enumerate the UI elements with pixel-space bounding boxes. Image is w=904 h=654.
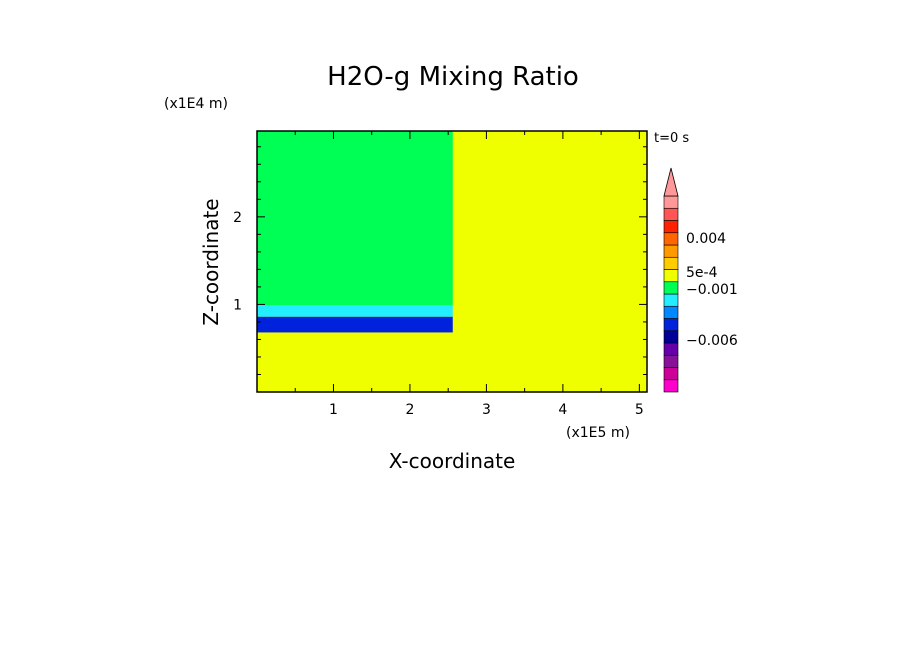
colorbar-swatch xyxy=(663,379,679,393)
colorbar-swatch xyxy=(663,354,679,368)
colorbar-swatch xyxy=(663,305,679,319)
time-label: t=0 s xyxy=(654,131,689,146)
colorbar-swatch xyxy=(663,330,679,344)
colorbar-swatch xyxy=(663,244,679,258)
colorbar-swatch xyxy=(663,342,679,356)
colorbar-label: 0.004 xyxy=(686,231,726,247)
colorbar-swatch xyxy=(663,220,679,234)
x-multiplier-label: (x1E5 m) xyxy=(566,425,630,441)
colorbar-swatch xyxy=(663,256,679,270)
colorbar-swatch xyxy=(663,269,679,283)
colorbar-label: −0.006 xyxy=(686,333,738,349)
colorbar-extend-arrow xyxy=(663,167,679,197)
x-tick-label: 5 xyxy=(635,402,644,418)
x-tick-label: 1 xyxy=(329,402,338,418)
y-tick-label: 1 xyxy=(233,297,242,313)
colorbar-label: −0.001 xyxy=(686,282,738,298)
colorbar-swatch xyxy=(663,367,679,381)
x-tick-label: 2 xyxy=(405,402,414,418)
plot-area xyxy=(256,130,648,393)
y-multiplier-label: (x1E4 m) xyxy=(164,96,228,112)
x-tick-label: 3 xyxy=(482,402,491,418)
contour-region-0 xyxy=(257,316,453,333)
colorbar-swatch xyxy=(663,318,679,332)
colorbar-label: 5e-4 xyxy=(686,265,718,281)
colorbar-swatch xyxy=(663,207,679,221)
plot-frame xyxy=(256,130,648,393)
y-axis: 12 xyxy=(233,146,647,375)
colorbar-swatch xyxy=(663,232,679,246)
contour-region-2 xyxy=(257,131,453,306)
y-axis-label: Z-coordinate xyxy=(199,198,223,325)
contour-region-1 xyxy=(257,305,453,317)
chart-title: H2O-g Mixing Ratio xyxy=(327,62,579,92)
colorbar-swatch xyxy=(663,293,679,307)
colorbar-swatch xyxy=(663,281,679,295)
x-axis: 1 2 3 4 5 xyxy=(294,131,644,418)
colorbar: 0.004 5e-4−0.001 −0.006 xyxy=(663,167,738,393)
y-tick-label: 2 xyxy=(233,210,242,226)
x-tick-label: 4 xyxy=(558,402,567,418)
x-axis-label: X-coordinate xyxy=(389,449,516,473)
colorbar-swatch xyxy=(663,195,679,209)
